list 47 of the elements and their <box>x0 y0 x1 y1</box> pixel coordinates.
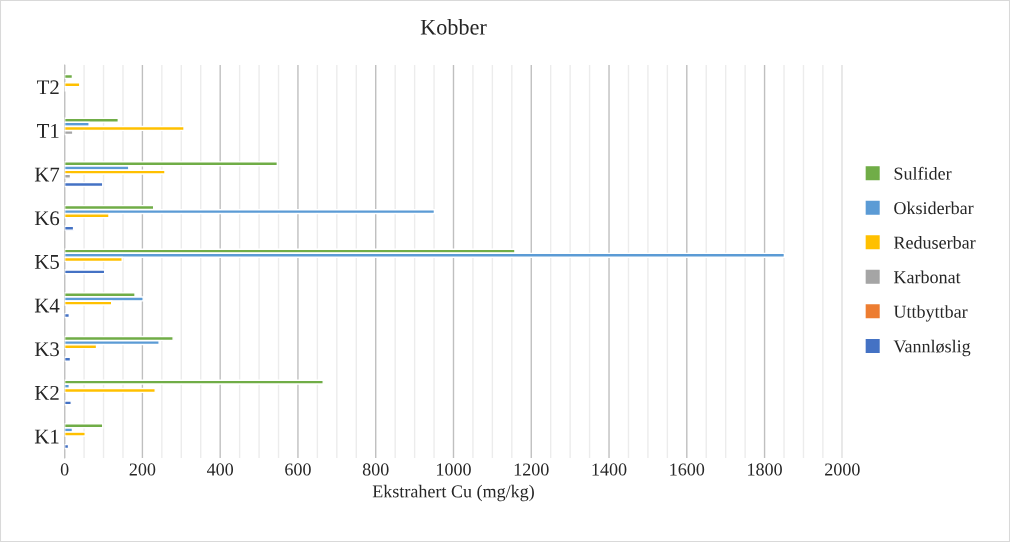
x-tick-label: 1800 <box>748 463 782 476</box>
bar <box>64 379 324 385</box>
x-tick-label: 400 <box>206 463 234 476</box>
chart-title: Kobber <box>420 19 487 35</box>
bar <box>64 296 144 302</box>
y-tick-label: K1 <box>34 429 59 444</box>
x-tick-label: 0 <box>60 463 69 476</box>
y-tick-label: K7 <box>34 167 60 182</box>
x-tick-label: 1000 <box>437 463 471 476</box>
x-tick-label: 1400 <box>592 463 627 476</box>
bar <box>64 400 72 406</box>
y-tick-label: K2 <box>34 385 59 400</box>
x-tick-label: 1200 <box>514 463 549 476</box>
x-tick-label: 200 <box>129 463 156 476</box>
y-tick-label: T2 <box>37 80 59 95</box>
bar <box>64 269 106 275</box>
x-tick-label: 2000 <box>825 463 860 476</box>
bar <box>64 423 104 429</box>
y-tick-label: K3 <box>34 342 59 357</box>
legend-label: Uttbyttbar <box>893 305 968 322</box>
bar <box>64 443 70 450</box>
bar <box>64 181 104 188</box>
bar <box>64 431 86 437</box>
bar <box>64 225 75 231</box>
bar <box>64 169 166 175</box>
legend-label: Oksiderbar <box>894 201 974 215</box>
y-tick-label: T1 <box>37 124 59 138</box>
legend-label: Vannløslig <box>893 339 971 357</box>
bar <box>64 387 156 394</box>
y-tick-label: K4 <box>34 298 60 313</box>
x-tick-label: 600 <box>285 463 311 476</box>
bar <box>64 312 71 319</box>
y-tick-label: K5 <box>34 255 59 269</box>
bar <box>64 252 786 258</box>
x-tick-label: 800 <box>362 463 389 476</box>
bar <box>64 125 185 132</box>
legend-label: Sulfider <box>894 166 952 180</box>
bar <box>64 73 74 80</box>
x-axis-title: Ekstrahert Cu (mg/kg) <box>372 484 534 502</box>
y-tick-label: K6 <box>34 211 60 226</box>
legend-label: Karbonat <box>893 270 961 284</box>
bar <box>64 209 436 215</box>
x-tick-label: 1600 <box>670 463 705 476</box>
bar <box>64 82 81 88</box>
bar <box>64 161 279 167</box>
legend-label: Reduserbar <box>893 236 976 249</box>
bar <box>64 356 72 362</box>
